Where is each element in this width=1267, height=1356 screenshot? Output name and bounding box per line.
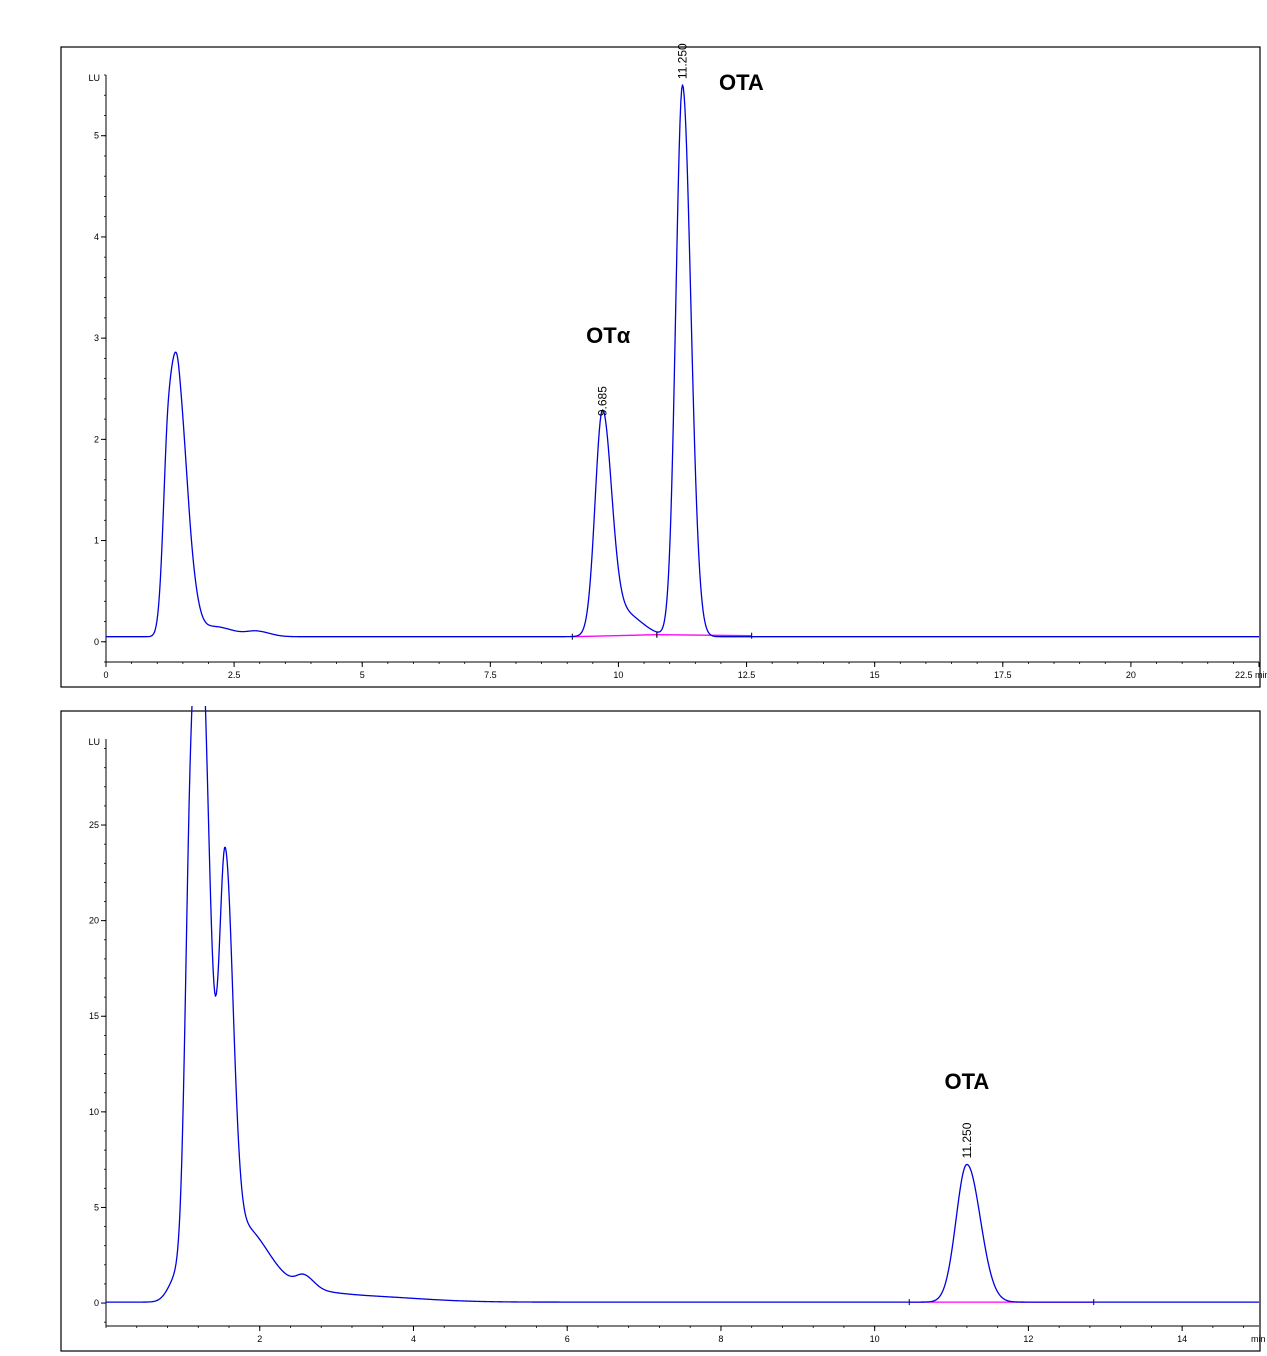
x-tick-label: 17.5 bbox=[994, 670, 1012, 680]
retention-time-label: 9.685 bbox=[595, 386, 609, 416]
y-tick-label: 2 bbox=[94, 434, 99, 444]
x-tick-label: 12.5 bbox=[738, 670, 756, 680]
x-unit-label: min bbox=[1251, 1334, 1266, 1344]
y-unit-label: LU bbox=[88, 73, 100, 83]
retention-time-label: 11.250 bbox=[960, 1122, 974, 1158]
labels: 11.250 OTA bbox=[945, 1069, 990, 1159]
x-tick-label: 14 bbox=[1177, 1334, 1187, 1344]
y-tick-label: 5 bbox=[94, 1202, 99, 1212]
y-tick-label: 3 bbox=[94, 333, 99, 343]
x-tick-label: 4 bbox=[411, 1334, 416, 1344]
integration-baseline bbox=[656, 634, 752, 637]
chromatogram-trace bbox=[106, 706, 1259, 1303]
x-tick-label: 7.5 bbox=[484, 670, 497, 680]
x-tick-label: 10 bbox=[870, 1334, 880, 1344]
x-tick-label: 5 bbox=[360, 670, 365, 680]
x-tick-label: 8 bbox=[718, 1334, 723, 1344]
y-tick-label: 25 bbox=[89, 820, 99, 830]
x-tick-label: 2.5 bbox=[228, 670, 241, 680]
y-tick-label: 20 bbox=[89, 916, 99, 926]
data-series bbox=[106, 84, 1259, 638]
compound-label: OTA bbox=[719, 70, 764, 95]
axes: LU 0 1 2 3 4 5 0 2.5 5 7.5 10 12.5 15 17.5 20 22.5 min bbox=[88, 73, 1267, 680]
y-tick-label: 4 bbox=[94, 232, 99, 242]
axes: LU 0 5 10 15 20 25 2 4 6 8 10 12 14 min bbox=[88, 737, 1265, 1344]
x-tick-label: 6 bbox=[565, 1334, 570, 1344]
y-tick-label: 0 bbox=[94, 1298, 99, 1308]
x-tick-label: 10 bbox=[613, 670, 623, 680]
x-tick-label: 15 bbox=[870, 670, 880, 680]
integration-baseline bbox=[572, 634, 657, 638]
y-tick-label: 5 bbox=[94, 131, 99, 141]
x-tick-label: 20 bbox=[1126, 670, 1136, 680]
chromatogram-trace bbox=[106, 84, 1259, 638]
chart-frame bbox=[60, 710, 1261, 1352]
y-tick-label: 10 bbox=[89, 1107, 99, 1117]
y-tick-label: 1 bbox=[94, 536, 99, 546]
y-unit-label: LU bbox=[88, 737, 100, 747]
labels: 9.685 11.250 OTα OTA bbox=[586, 43, 764, 416]
compound-label: OTα bbox=[586, 323, 631, 348]
x-tick-label: 2 bbox=[257, 1334, 262, 1344]
integration-baselines bbox=[571, 631, 753, 640]
compound-label: OTA bbox=[945, 1069, 990, 1094]
retention-time-label: 11.250 bbox=[676, 43, 690, 79]
x-tick-label: 0 bbox=[103, 670, 108, 680]
y-tick-label: 0 bbox=[94, 637, 99, 647]
x-tick-label: 22.5 min bbox=[1235, 670, 1267, 680]
x-tick-label: 12 bbox=[1023, 1334, 1033, 1344]
chart-frame bbox=[60, 46, 1261, 688]
data-series bbox=[106, 706, 1259, 1303]
chromatogram-bottom: LU 0 5 10 15 20 25 2 4 6 8 10 12 14 min 11.250 OTA bbox=[60, 706, 1266, 1352]
chromatogram-top: LU 0 1 2 3 4 5 0 2.5 5 7.5 10 12.5 15 17.5 20 22.5 min 9… bbox=[60, 43, 1267, 688]
y-tick-label: 15 bbox=[89, 1011, 99, 1021]
